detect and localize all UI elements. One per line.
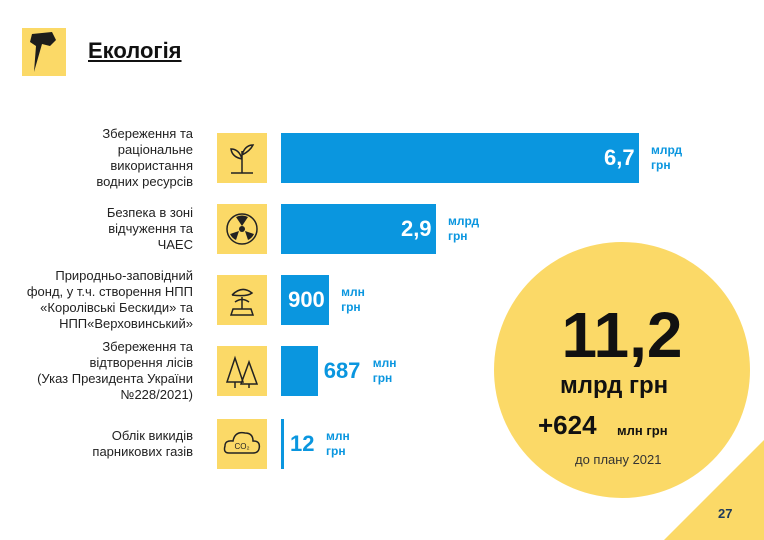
bar (281, 346, 318, 396)
total-unit: млрд грн (560, 372, 669, 399)
bar (281, 204, 436, 254)
icon (217, 204, 267, 254)
icon-drawing (229, 288, 255, 316)
change-unit: млн грн (617, 423, 668, 438)
icon (217, 346, 267, 396)
logo (22, 28, 66, 76)
value-label: 2,9 (400, 216, 432, 241)
value-label: 12 (290, 431, 315, 456)
corner (664, 440, 764, 540)
category-label: Облік викидів парникових газів (92, 428, 193, 459)
change-note: до плану 2021 (575, 452, 662, 467)
icon: CO₂ (217, 419, 267, 469)
icon-drawing: CO₂ (223, 431, 261, 454)
icon-drawing (230, 144, 255, 174)
bar (281, 419, 284, 469)
icon-drawing (226, 213, 258, 245)
category-label: Збереження та раціональне використання в… (96, 126, 193, 189)
category-label: Безпека в зоні відчуження та ЧАЕС (106, 205, 193, 252)
svg-text:CO₂: CO₂ (234, 442, 249, 451)
bar (281, 275, 330, 325)
unit-label: млн грн (326, 429, 350, 458)
total-circle (494, 242, 750, 498)
category-label: Збереження та відтворення лісів (Указ Пр… (37, 339, 193, 402)
bar (281, 133, 639, 183)
category-label: Природньо-заповідний фонд, у т.ч. створе… (26, 268, 193, 331)
value-label: 6,7 (604, 145, 635, 170)
value-label: 687 (323, 358, 361, 383)
unit-label: млн грн (341, 285, 365, 314)
logo-mark (30, 32, 56, 72)
unit-label: млрд грн (447, 214, 480, 243)
change-value: +624 (538, 410, 597, 440)
icon (217, 133, 267, 183)
icon (217, 275, 267, 325)
total-value: 11,2 (561, 299, 683, 371)
icon-drawing (225, 355, 259, 388)
value-label: 900 (288, 287, 325, 312)
unit-label: млрд грн (651, 143, 683, 172)
title: Екологія (88, 38, 182, 63)
unit-label: млн грн (372, 356, 397, 385)
page-number: 27 (718, 506, 733, 521)
